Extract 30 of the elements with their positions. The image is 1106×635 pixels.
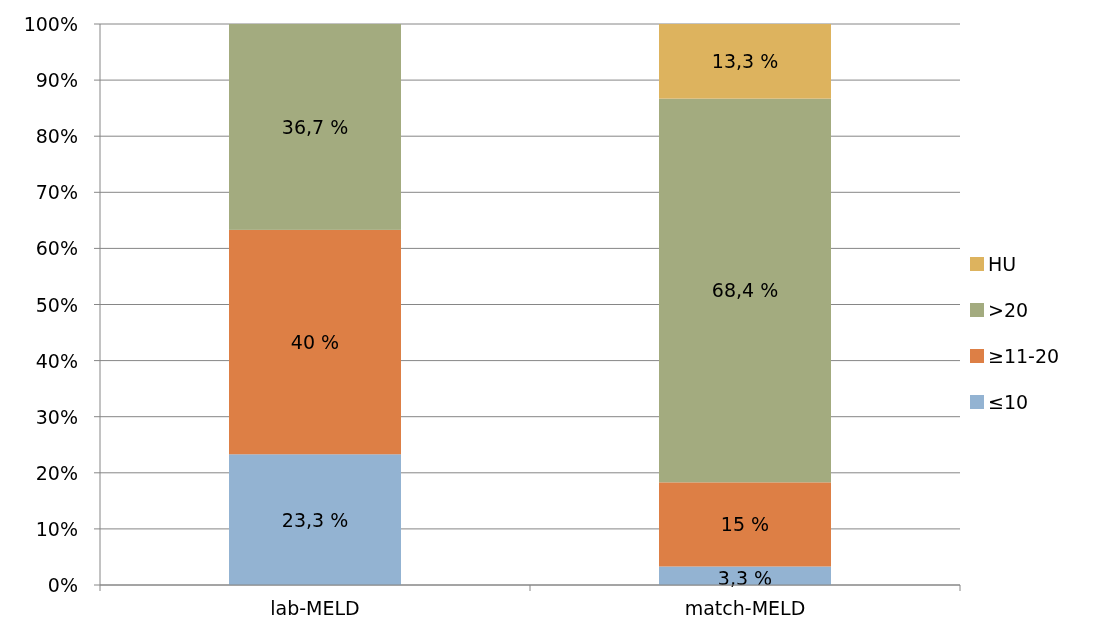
- bar: [659, 98, 831, 483]
- y-tick-label: 30%: [35, 405, 78, 428]
- legend-label: ≤10: [988, 391, 1029, 413]
- y-tick-label: 100%: [23, 13, 78, 35]
- y-tick-label: 70%: [35, 181, 78, 204]
- y-tick-label: 50%: [35, 293, 78, 316]
- data-label: 68,4 %: [711, 279, 779, 302]
- data-label: 15 %: [720, 513, 770, 536]
- legend-label: HU: [988, 253, 1017, 275]
- y-tick-label: 90%: [35, 69, 78, 92]
- legend-label: ≥11-20: [988, 345, 1060, 367]
- data-label: 36,7 %: [281, 115, 349, 138]
- data-label: 3,3 %: [717, 567, 773, 590]
- y-tick-label: 80%: [35, 125, 78, 148]
- x-tick-label: lab-MELD: [270, 597, 360, 619]
- bar: [229, 24, 401, 230]
- y-tick-label: 0%: [47, 574, 78, 596]
- data-label: 40 %: [290, 331, 340, 354]
- bar: [659, 482, 831, 567]
- y-tick-label: 40%: [35, 349, 78, 372]
- bar: [229, 229, 401, 455]
- y-tick-label: 20%: [35, 461, 78, 484]
- bar: [659, 24, 831, 99]
- data-label: 13,3 %: [711, 50, 779, 73]
- y-tick-label: 10%: [35, 517, 78, 540]
- legend-label: >20: [988, 299, 1029, 321]
- y-tick-label: 60%: [35, 237, 78, 260]
- bar: [229, 454, 401, 585]
- data-label: 23,3 %: [281, 508, 349, 531]
- x-tick-label: match-MELD: [684, 597, 806, 619]
